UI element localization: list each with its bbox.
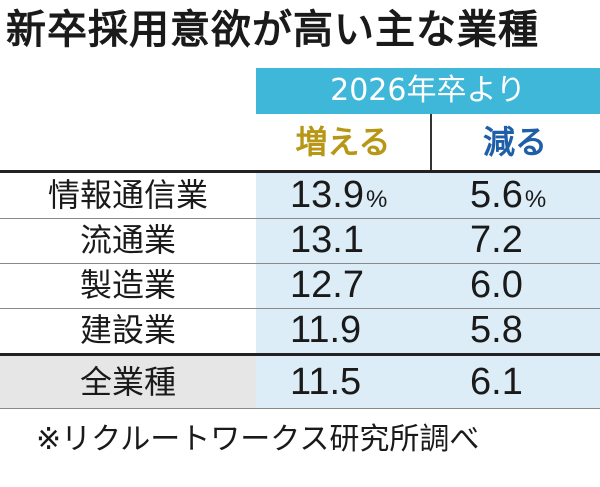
row-label: 流通業 bbox=[79, 221, 176, 259]
value-decrease: 7.2 bbox=[470, 219, 523, 261]
row-label: 情報通信業 bbox=[47, 176, 208, 214]
row-divider bbox=[0, 308, 600, 309]
value-increase: 13.9% bbox=[290, 173, 387, 218]
row-label: 全業種 bbox=[0, 356, 256, 408]
value-number: 5.6 bbox=[470, 174, 523, 216]
value-decrease: 5.8 bbox=[470, 309, 523, 351]
table-row: 情報通信業 13.9% 5.6% bbox=[0, 173, 600, 218]
row-label: 製造業 bbox=[79, 266, 176, 304]
source-note: ※リクルートワークス研究所調べ bbox=[36, 422, 480, 457]
percent-unit: % bbox=[524, 186, 547, 213]
value-number: 13.9 bbox=[290, 174, 364, 216]
header-rule bbox=[0, 170, 600, 173]
value-increase: 11.5 bbox=[290, 361, 362, 403]
value-increase: 12.7 bbox=[290, 264, 364, 306]
value-decrease: 6.1 bbox=[470, 361, 523, 403]
value-increase: 11.9 bbox=[290, 309, 362, 351]
value-decrease: 6.0 bbox=[470, 264, 523, 306]
value-increase: 13.1 bbox=[290, 219, 364, 261]
row-divider bbox=[0, 218, 600, 219]
data-table: 2026年卒より 増える 減る 情報通信業 13.9% 5.6% 流通業 13.… bbox=[0, 68, 600, 410]
value-decrease: 5.6% bbox=[470, 173, 546, 218]
table-row: 製造業 12.7 6.0 bbox=[0, 263, 600, 308]
data-background bbox=[256, 173, 600, 408]
column-header-decrease: 減る bbox=[482, 123, 547, 161]
column-header-increase: 増える bbox=[295, 123, 391, 161]
chart-title: 新卒採用意欲が高い主な業種 bbox=[6, 7, 539, 53]
row-label: 建設業 bbox=[79, 311, 176, 349]
bottom-rule bbox=[0, 408, 600, 409]
table-row: 流通業 13.1 7.2 bbox=[0, 218, 600, 263]
row-divider bbox=[0, 263, 600, 264]
table-row-total: 全業種 11.5 6.1 bbox=[0, 356, 600, 408]
column-divider bbox=[430, 114, 432, 170]
percent-unit: % bbox=[365, 186, 388, 213]
group-header: 2026年卒より bbox=[256, 68, 600, 114]
total-rule bbox=[0, 353, 600, 356]
table-row: 建設業 11.9 5.8 bbox=[0, 308, 600, 353]
